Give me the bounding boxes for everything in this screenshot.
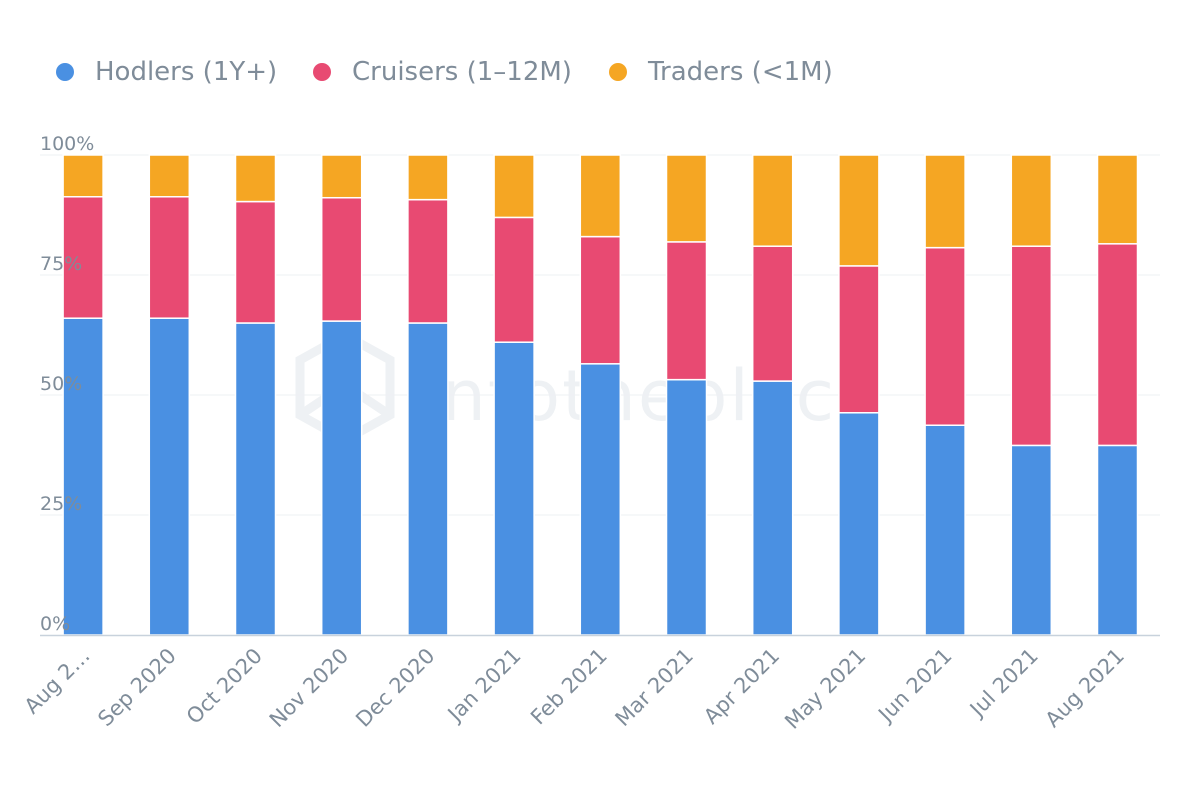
legend-item[interactable]: Traders (<1M) <box>609 57 833 87</box>
bar-segment-traders[interactable] <box>838 154 880 267</box>
x-tick-label: Aug 2021 <box>1041 644 1129 732</box>
bar-segment-traders[interactable] <box>579 154 622 238</box>
bar-segment-cruisers[interactable] <box>493 216 535 343</box>
bar-segment-traders[interactable] <box>924 154 966 249</box>
bar-segment-cruisers[interactable] <box>1096 243 1139 447</box>
bar-segment-traders[interactable] <box>62 154 104 198</box>
bar-segment-hodlers[interactable] <box>1096 444 1139 636</box>
bar-segment-traders[interactable] <box>1096 154 1139 245</box>
y-tick-label: 50% <box>40 373 82 395</box>
x-tick-label: Sep 2020 <box>93 644 180 731</box>
legend-label: Cruisers (1–12M) <box>352 57 572 87</box>
y-tick-label: 25% <box>40 493 82 515</box>
x-tick-label: Dec 2020 <box>351 644 439 732</box>
bar-segment-hodlers[interactable] <box>407 322 449 636</box>
bar-segment-traders[interactable] <box>320 154 363 199</box>
bar-segment-traders[interactable] <box>148 154 191 198</box>
bar-segment-traders[interactable] <box>234 154 277 203</box>
x-tick-label: Feb 2021 <box>526 644 612 730</box>
bar-segment-cruisers[interactable] <box>665 241 708 381</box>
bars <box>62 154 1139 636</box>
bar-segment-hodlers[interactable] <box>838 412 880 636</box>
bar-segment-cruisers[interactable] <box>407 198 449 324</box>
bar-segment-hodlers[interactable] <box>665 378 708 636</box>
bar-segment-hodlers[interactable] <box>234 322 277 636</box>
legend-marker <box>56 63 74 81</box>
bar-segment-traders[interactable] <box>665 154 708 243</box>
x-tick-label: Oct 2020 <box>182 644 267 729</box>
bar-segment-cruisers[interactable] <box>924 246 966 426</box>
legend-label: Traders (<1M) <box>647 57 833 87</box>
watermark-text: intotheblock <box>420 355 879 437</box>
y-tick-label: 0% <box>40 613 70 635</box>
bar-segment-cruisers[interactable] <box>234 200 277 324</box>
legend: Hodlers (1Y+) Cruisers (1–12M) Traders (<1… <box>56 57 833 87</box>
legend-label: Hodlers (1Y+) <box>95 57 277 87</box>
bar-segment-hodlers[interactable] <box>924 424 966 636</box>
bar-segment-cruisers[interactable] <box>320 196 363 322</box>
bar-segment-hodlers[interactable] <box>320 320 363 636</box>
x-tick-label: Mar 2021 <box>611 644 699 732</box>
x-tick-label: Aug 2… <box>20 644 95 719</box>
x-tick-label: Nov 2020 <box>265 644 353 732</box>
legend-item[interactable]: Hodlers (1Y+) <box>56 57 277 87</box>
bar-segment-hodlers[interactable] <box>1010 444 1053 636</box>
legend-marker <box>609 63 627 81</box>
bar-segment-cruisers[interactable] <box>1010 245 1053 447</box>
legend-item[interactable]: Cruisers (1–12M) <box>313 57 572 87</box>
x-tick-label: Apr 2021 <box>699 644 784 729</box>
x-tick-label: May 2021 <box>780 644 870 734</box>
bar-segment-hodlers[interactable] <box>148 317 191 636</box>
x-tick-label: Jul 2021 <box>964 644 1043 723</box>
bar-segment-hodlers[interactable] <box>493 341 535 636</box>
y-tick-label: 100% <box>40 133 94 155</box>
y-tick-label: 75% <box>40 253 82 275</box>
legend-marker <box>313 63 331 81</box>
bar-segment-traders[interactable] <box>493 154 535 219</box>
bar-segment-cruisers[interactable] <box>579 235 622 365</box>
x-tick-label: Jan 2021 <box>442 644 526 728</box>
bar-segment-traders[interactable] <box>1010 154 1053 247</box>
bar-segment-cruisers[interactable] <box>148 196 191 319</box>
bar-segment-traders[interactable] <box>751 154 794 247</box>
bar-segment-hodlers[interactable] <box>751 380 794 636</box>
bar-segment-hodlers[interactable] <box>579 363 622 636</box>
bar-segment-hodlers[interactable] <box>62 317 104 636</box>
bar-segment-cruisers[interactable] <box>751 245 794 382</box>
bar-segment-traders[interactable] <box>407 154 449 201</box>
bar-segment-cruisers[interactable] <box>838 265 880 414</box>
x-tick-label: Jun 2021 <box>873 644 957 728</box>
